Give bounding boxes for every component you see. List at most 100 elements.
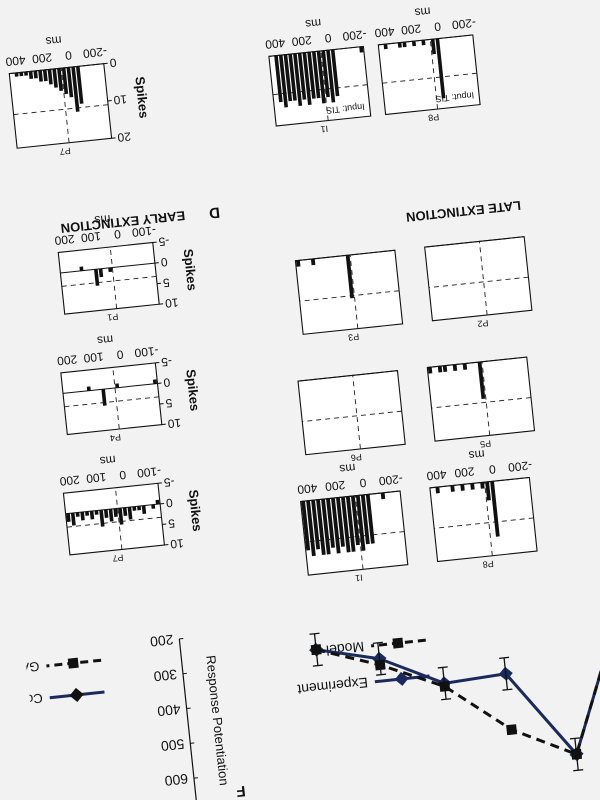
histogram-bar xyxy=(316,50,326,104)
y-tick-label: -5 xyxy=(158,234,170,249)
histogram-bar xyxy=(365,494,375,544)
histogram-panel: P2 xyxy=(424,236,533,329)
histogram-bar xyxy=(316,499,326,556)
histogram-bar xyxy=(33,70,38,79)
histogram-bar xyxy=(113,508,118,517)
histogram-bar xyxy=(435,38,446,99)
histogram-bar xyxy=(301,501,311,551)
grid-line-vertical xyxy=(114,487,123,550)
legend-label: GABA- xyxy=(0,659,40,678)
x-tick-label: 0 xyxy=(359,476,367,491)
histogram-bar xyxy=(141,505,147,515)
histogram-bar xyxy=(402,41,407,48)
series-line xyxy=(315,598,600,757)
error-bar-cap xyxy=(569,737,580,740)
histogram-bar xyxy=(24,71,29,76)
histogram-bar xyxy=(330,49,340,97)
x-tick-label: 100 xyxy=(83,349,105,365)
legend-marker xyxy=(392,637,404,649)
histogram-bar xyxy=(66,67,74,98)
grid-line-vertical xyxy=(352,375,361,449)
x-tick-label: -100 xyxy=(131,223,157,239)
histogram-panel: P3 xyxy=(294,249,404,343)
histogram-bar xyxy=(427,367,433,374)
x-tick-label: -100 xyxy=(134,344,160,360)
histogram-bar xyxy=(101,388,107,406)
histogram-bar xyxy=(28,71,34,80)
panel-title: P8 xyxy=(428,112,440,123)
x-tick-label: -200 xyxy=(507,458,533,474)
histogram-bar xyxy=(297,52,307,100)
histogram-bar xyxy=(485,481,491,501)
error-bar-cap xyxy=(502,688,513,691)
histogram-bar xyxy=(397,42,402,48)
baseline xyxy=(378,34,473,46)
x-tick-label: -200 xyxy=(378,472,404,488)
series-line xyxy=(315,598,600,758)
grid-line-vertical xyxy=(478,241,488,316)
panel-frame xyxy=(62,482,166,556)
histogram-bar xyxy=(296,260,301,267)
baseline xyxy=(65,503,161,515)
x-tick-label: 100 xyxy=(80,229,102,245)
panel-title: I1 xyxy=(320,124,329,135)
y-tick-label: 10 xyxy=(167,416,182,431)
grid-line-horizontal xyxy=(428,276,529,289)
histogram-bar xyxy=(350,495,360,546)
histogram-bar xyxy=(383,43,388,50)
y-tick-label: 10 xyxy=(113,92,128,107)
y-axis-label: Spikes xyxy=(183,369,202,412)
f-y-axis xyxy=(178,638,199,800)
input-label: Input: TIS xyxy=(435,90,475,104)
histogram-bar xyxy=(71,66,80,112)
histogram-bar xyxy=(326,498,336,548)
x-tick-label: 0 xyxy=(116,347,124,362)
series-point xyxy=(506,724,518,736)
histogram-bar xyxy=(452,364,458,371)
x-tick-label: -200 xyxy=(342,27,368,43)
error-bar-cap xyxy=(312,664,323,667)
error-bar-cap xyxy=(437,666,448,669)
error-bar-cap xyxy=(372,641,383,644)
histogram-bar xyxy=(14,72,19,77)
histogram-bar xyxy=(127,506,133,520)
histogram-bar xyxy=(89,510,95,520)
baseline xyxy=(295,249,395,262)
x-tick-label: 400 xyxy=(5,53,27,69)
panel-letter-f: F xyxy=(235,782,246,800)
histogram-bar xyxy=(462,363,468,370)
panel-f: F200300400500600700Response Potentiation… xyxy=(0,598,600,800)
histogram-bar xyxy=(345,496,356,552)
x-tick-label: 400 xyxy=(426,467,448,483)
error-bar-cap xyxy=(441,698,452,701)
input-label: Input: TIS xyxy=(326,102,366,116)
baseline xyxy=(297,370,398,382)
histogram-bar xyxy=(85,511,90,516)
histogram-bar xyxy=(94,510,99,515)
panel-title: I1 xyxy=(355,572,364,583)
histogram-bar xyxy=(460,484,465,491)
histogram-bar xyxy=(152,379,157,384)
histogram-bar xyxy=(490,481,500,537)
baseline xyxy=(9,63,104,75)
histogram-bar xyxy=(137,505,142,511)
x-axis-label: ms xyxy=(99,453,116,469)
histogram-bar xyxy=(283,54,293,102)
x-tick-label: 0 xyxy=(324,31,332,46)
histogram-bar xyxy=(57,68,64,91)
histogram-bar xyxy=(52,68,58,88)
grid-line-horizontal xyxy=(382,72,477,84)
y-tick-label: 0 xyxy=(165,496,173,511)
histogram-bar xyxy=(359,46,364,53)
f-y-tick-label: 400 xyxy=(156,701,181,719)
legend-label: Control xyxy=(0,691,43,710)
panel-frame xyxy=(57,241,160,315)
histogram-panel: I1 -200 0 200 400 ms xyxy=(296,461,409,583)
histogram-bar xyxy=(288,53,297,101)
y-tick-label: -5 xyxy=(163,475,175,490)
error-bar xyxy=(442,667,447,700)
